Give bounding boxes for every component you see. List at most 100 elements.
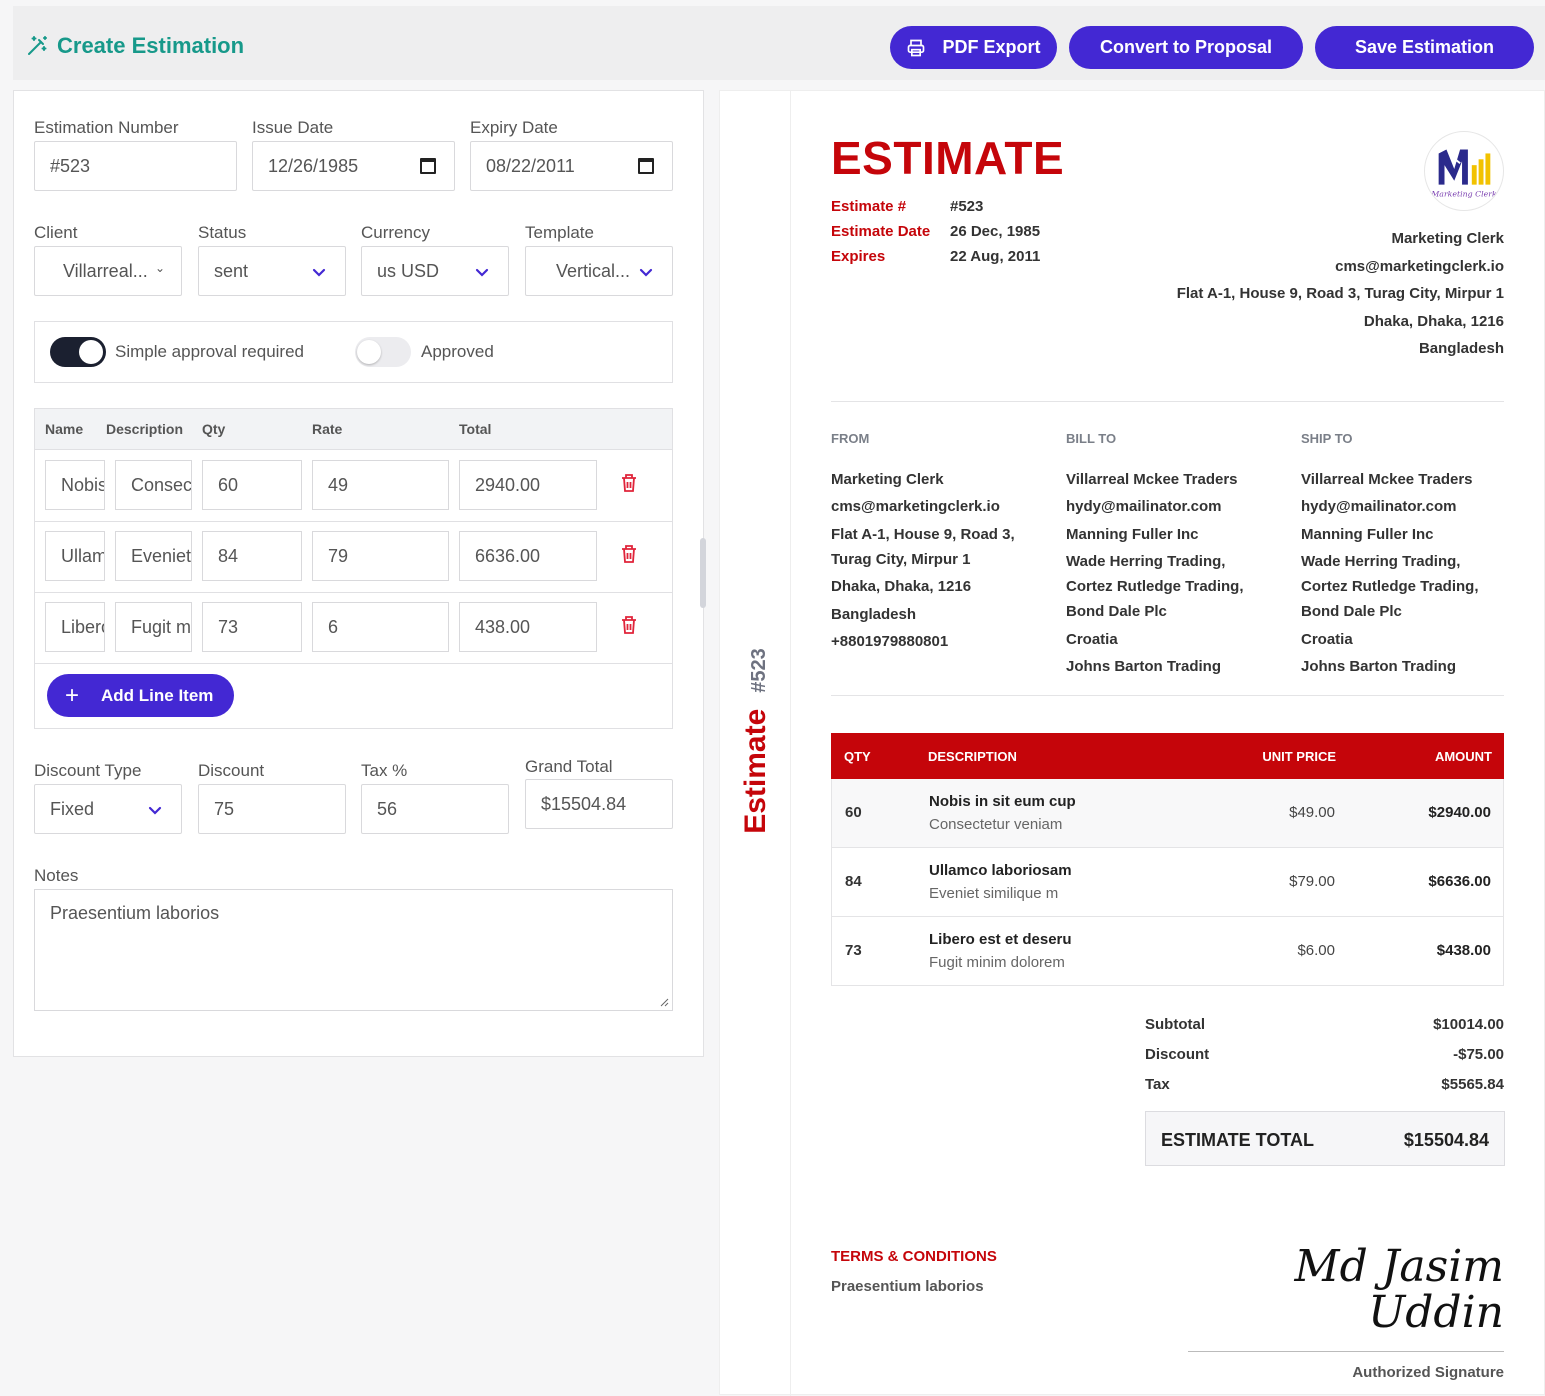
address-line: Croatia: [1301, 631, 1353, 648]
currency-select[interactable]: us USD: [361, 246, 509, 296]
row-description: Eveniet similique m: [929, 885, 1059, 902]
table-row: 60 Nobis in sit eum cup Consectetur veni…: [831, 779, 1504, 848]
trash-icon[interactable]: [620, 473, 638, 493]
item-description-input[interactable]: Consectetur veniam: [115, 460, 192, 510]
approved-label: Approved: [421, 342, 494, 361]
add-line-item-label: Add Line Item: [101, 685, 214, 705]
item-total-input[interactable]: 6636.00: [459, 531, 597, 581]
expiry-date-input[interactable]: 08/22/2011: [470, 141, 673, 191]
table-row: 73 Libero est et deseru Fugit minim dolo…: [831, 917, 1504, 986]
row-qty: 73: [845, 942, 862, 959]
discount-input[interactable]: 75: [198, 784, 346, 834]
address-line: Marketing Clerk: [831, 471, 944, 488]
line-items-header: Name Description Qty Rate Total: [35, 409, 672, 450]
meta-value: 22 Aug, 2011: [950, 248, 1041, 265]
status-value: sent: [214, 260, 249, 281]
subtotal-value: $10014.00: [1433, 1016, 1504, 1033]
address-line: Bond Dale Plc: [1066, 603, 1167, 620]
item-name-input[interactable]: Libero est et deseru: [45, 602, 105, 652]
client-select[interactable]: Villarreal... ⌄: [34, 246, 182, 296]
notes-textarea[interactable]: Praesentium laborios: [34, 889, 673, 1011]
item-qty-input[interactable]: 73: [202, 602, 302, 652]
company-address: Flat A-1, House 9, Road 3, Turag City, M…: [1176, 285, 1504, 302]
estimate-items-header: QTY DESCRIPTION UNIT PRICE AMOUNT: [831, 733, 1504, 779]
address-line: hydy@mailinator.com: [1066, 498, 1222, 515]
item-description-input[interactable]: Eveniet similique m: [115, 531, 192, 581]
col-description: DESCRIPTION: [928, 749, 1017, 764]
scrollbar-thumb[interactable]: [700, 538, 706, 608]
col-rate: Rate: [312, 421, 343, 437]
trash-icon[interactable]: [620, 544, 638, 564]
estimation-number-input[interactable]: #523: [34, 141, 237, 191]
chevron-down-icon: [474, 264, 490, 280]
item-rate-input[interactable]: 6: [312, 602, 449, 652]
estimation-number-value: #523: [50, 155, 91, 176]
ship-to-heading: SHIP TO: [1301, 431, 1353, 446]
item-rate-input[interactable]: 49: [312, 460, 449, 510]
resize-grip-icon[interactable]: [660, 998, 669, 1007]
tax-value: 56: [377, 798, 398, 819]
discount-label: Discount: [198, 761, 265, 780]
col-description: Description: [106, 421, 184, 437]
item-rate-input[interactable]: 79: [312, 531, 449, 581]
item-total-input[interactable]: 438.00: [459, 602, 597, 652]
row-description: Consectetur veniam: [929, 816, 1063, 833]
item-total-input[interactable]: 2940.00: [459, 460, 597, 510]
item-name-input[interactable]: Ullamco laboriosam: [45, 531, 105, 581]
company-name: Marketing Clerk: [1391, 230, 1504, 247]
simple-approval-toggle[interactable]: [50, 337, 106, 367]
item-description-input[interactable]: Fugit minim dolorem: [115, 602, 192, 652]
issue-date-label: Issue Date: [252, 118, 334, 137]
address-line: Villarreal Mckee Traders: [1301, 471, 1473, 488]
row-amount: $6636.00: [1428, 873, 1491, 890]
status-label: Status: [198, 223, 247, 242]
tax-value: $5565.84: [1441, 1076, 1504, 1093]
row-unit-price: $6.00: [1297, 942, 1335, 959]
trash-icon[interactable]: [620, 615, 638, 635]
tax-label: Tax: [1145, 1076, 1170, 1093]
tax-label: Tax %: [361, 761, 408, 780]
side-number: #523: [748, 648, 770, 693]
meta-value: #523: [950, 198, 984, 215]
grand-total-value: $15504.84: [541, 793, 627, 814]
company-email: cms@marketingclerk.io: [1335, 258, 1504, 275]
estimate-total-label: ESTIMATE TOTAL: [1161, 1130, 1314, 1150]
discount-type-select[interactable]: Fixed: [34, 784, 182, 834]
address-line: Croatia: [1066, 631, 1118, 648]
calendar-icon[interactable]: [638, 158, 654, 174]
status-select[interactable]: sent: [198, 246, 346, 296]
meta-value: 26 Dec, 1985: [950, 223, 1041, 240]
notes-label: Notes: [34, 866, 79, 885]
signature-line-2: Uddin: [1368, 1287, 1504, 1338]
bill-to-heading: BILL TO: [1066, 431, 1117, 446]
approved-toggle[interactable]: [355, 337, 411, 367]
issue-date-value: 12/26/1985: [268, 155, 359, 176]
tax-input[interactable]: 56: [361, 784, 509, 834]
discount-label: Discount: [1145, 1046, 1210, 1063]
calendar-icon[interactable]: [420, 158, 436, 174]
currency-label: Currency: [361, 223, 430, 242]
toggle-knob: [357, 340, 381, 364]
address-line: cms@marketingclerk.io: [831, 498, 1000, 515]
save-estimation-button[interactable]: Save Estimation: [1315, 26, 1534, 69]
company-country: Bangladesh: [1418, 340, 1504, 357]
item-qty-input[interactable]: 84: [202, 531, 302, 581]
row-unit-price: $49.00: [1289, 804, 1335, 821]
pdf-export-button[interactable]: PDF Export: [890, 26, 1057, 69]
row-name: Nobis in sit eum cup: [929, 793, 1076, 810]
printer-icon: [908, 39, 925, 56]
add-line-item-button[interactable]: + Add Line Item: [47, 674, 234, 717]
template-select[interactable]: Vertical...: [525, 246, 673, 296]
issue-date-input[interactable]: 12/26/1985: [252, 141, 455, 191]
col-name: Name: [45, 421, 84, 437]
currency-value: us USD: [377, 260, 440, 281]
item-name-input[interactable]: Nobis in sit eum cup: [45, 460, 105, 510]
estimation-form: Estimation Number #523 Issue Date 12/26/…: [13, 90, 704, 1057]
discount-type-label: Discount Type: [34, 761, 142, 780]
item-qty-input[interactable]: 60: [202, 460, 302, 510]
col-unit-price: UNIT PRICE: [1262, 749, 1336, 764]
convert-to-proposal-button[interactable]: Convert to Proposal: [1069, 26, 1303, 69]
address-line: Manning Fuller Inc: [1066, 526, 1199, 543]
divider: [831, 695, 1504, 696]
col-amount: AMOUNT: [1434, 749, 1492, 764]
